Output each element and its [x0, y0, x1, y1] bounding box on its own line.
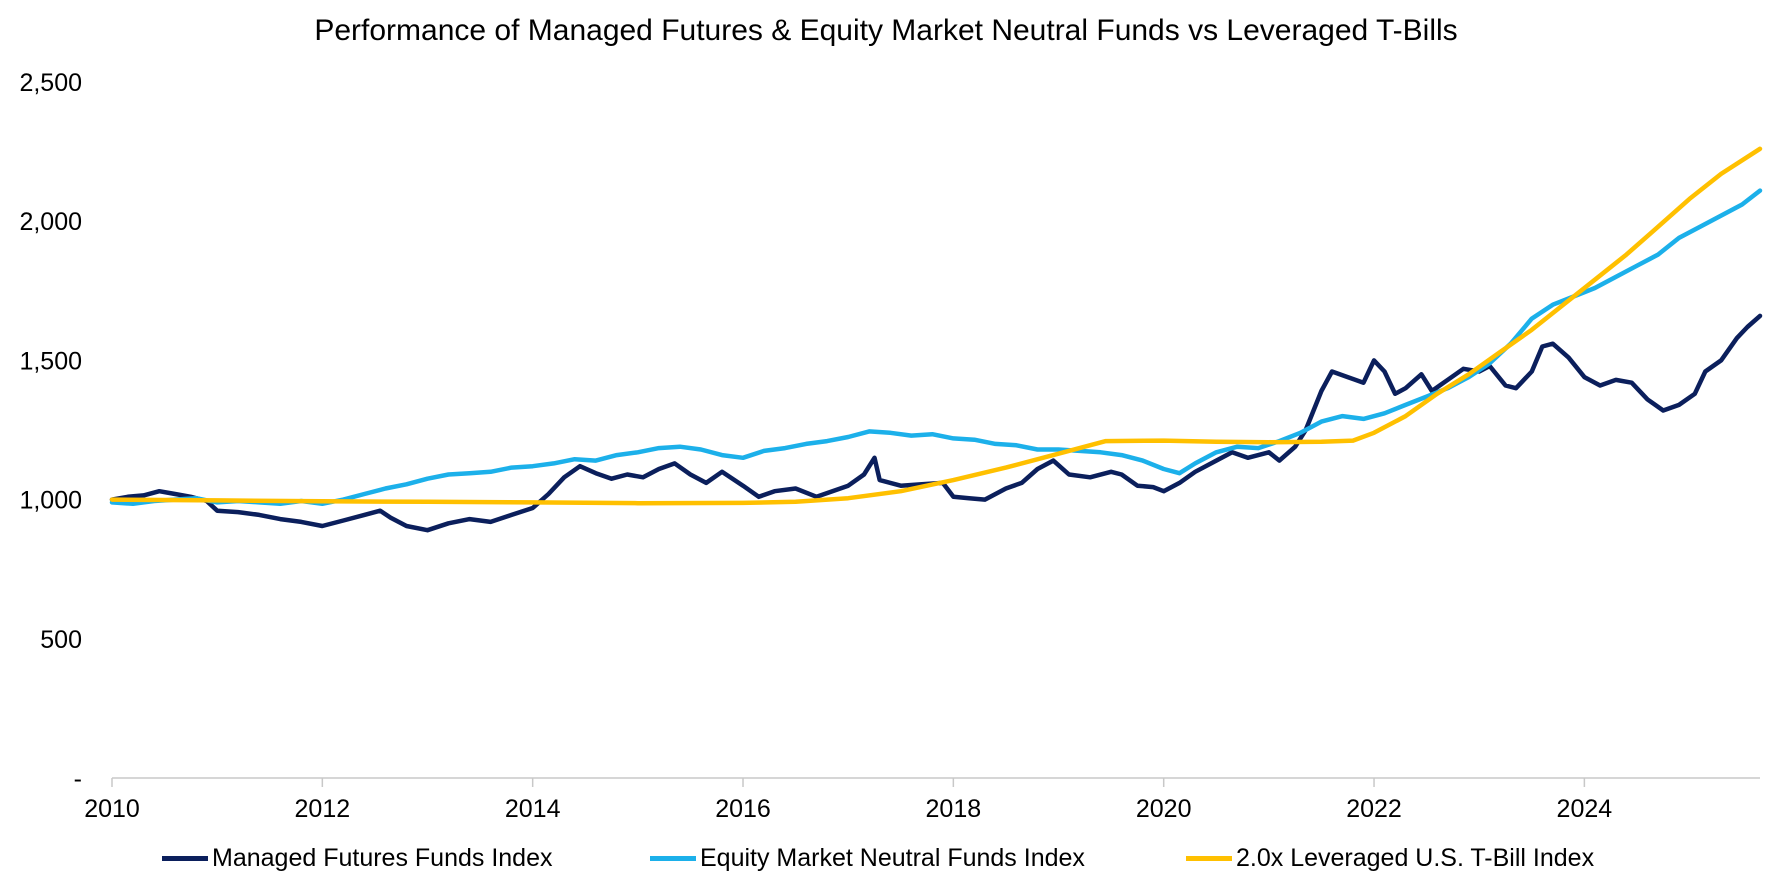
series-line-3 — [109, 146, 1763, 506]
series-line-2 — [109, 188, 1763, 507]
x-axis: 2010 2012 2014 2016 2018 2020 2022 2024 — [84, 777, 1760, 823]
legend-label: Equity Market Neutral Funds Index — [700, 843, 1085, 872]
y-tick-label: 2,000 — [19, 208, 82, 236]
y-tick-label: - — [74, 765, 82, 793]
x-tick-label: 2010 — [84, 795, 140, 823]
series-lines — [109, 146, 1763, 533]
x-tick-label: 2014 — [505, 795, 561, 823]
legend-label: 2.0x Leveraged U.S. T-Bill Index — [1236, 843, 1595, 872]
legend: Managed Futures Funds Index Equity Market… — [0, 838, 1772, 878]
chart-title: Performance of Managed Futures & Equity … — [314, 14, 1458, 47]
y-tick-label: 1,000 — [19, 487, 82, 515]
y-tick-label: 1,500 — [19, 347, 82, 375]
legend-item: Equity Market Neutral Funds Index — [650, 838, 1085, 878]
y-tick-label: 500 — [40, 626, 82, 654]
legend-swatch — [162, 855, 208, 861]
legend-label: Managed Futures Funds Index — [212, 843, 553, 872]
y-axis-ticks: - 500 1,000 1,500 2,000 2,500 — [19, 69, 82, 793]
y-tick-label: 2,500 — [19, 69, 82, 97]
x-tick-label: 2012 — [295, 795, 351, 823]
x-tick-label: 2016 — [715, 795, 771, 823]
x-tick-label: 2024 — [1557, 795, 1613, 823]
legend-swatch — [1186, 855, 1232, 861]
legend-item: 2.0x Leveraged U.S. T-Bill Index — [1186, 838, 1594, 878]
series-line-1 — [109, 313, 1763, 533]
legend-swatch — [650, 855, 696, 861]
x-tick-label: 2020 — [1136, 795, 1192, 823]
x-tick-label: 2022 — [1346, 795, 1402, 823]
x-tick-label: 2018 — [926, 795, 982, 823]
legend-item: Managed Futures Funds Index — [162, 838, 552, 878]
